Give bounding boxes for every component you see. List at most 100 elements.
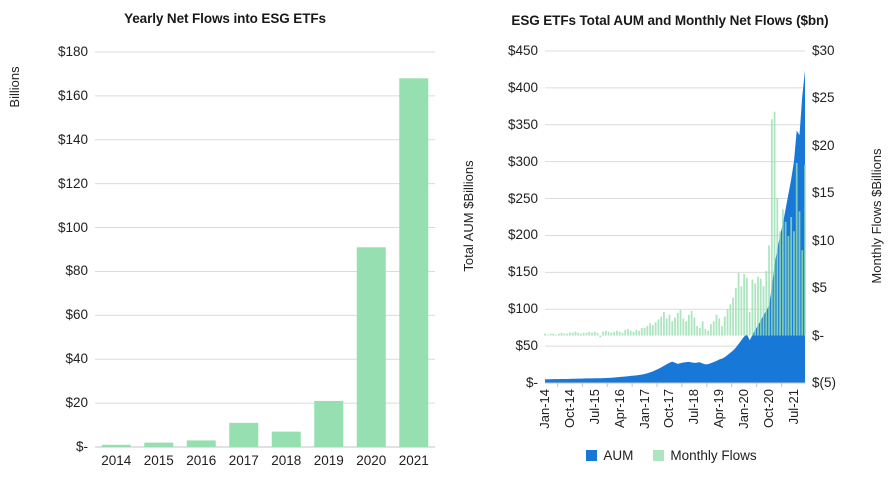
flow-bar xyxy=(654,322,657,336)
flow-bar xyxy=(549,333,552,336)
x-tick-label: Apr-16 xyxy=(611,389,627,429)
flow-bar xyxy=(751,279,754,336)
flow-bar xyxy=(621,332,624,336)
flow-bar xyxy=(616,330,618,336)
y-tick-label: $80 xyxy=(65,263,88,279)
flow-bar xyxy=(607,331,610,336)
flow-bar xyxy=(627,328,629,336)
flow-bar xyxy=(557,333,560,336)
flow-bar xyxy=(660,316,663,336)
y-tick-label: $- xyxy=(75,439,88,454)
bar-2019 xyxy=(314,400,344,447)
flow-bar xyxy=(599,335,602,338)
aum-legend-label: AUM xyxy=(603,448,634,463)
y-tick-label: $40 xyxy=(65,351,88,367)
right-y-tick-label: $25 xyxy=(812,90,835,106)
flow-bar xyxy=(693,317,696,336)
x-tick-label: 2015 xyxy=(143,453,174,468)
flow-bar xyxy=(746,277,748,336)
aum-flows-chart-title: ESG ETFs Total AUM and Monthly Net Flows… xyxy=(511,13,829,28)
flow-bar xyxy=(801,250,804,336)
flow-bar xyxy=(793,231,795,336)
flow-bar xyxy=(734,288,737,336)
total-aum-axis-label: Total AUM $Billions xyxy=(461,160,476,272)
flow-bar xyxy=(618,331,621,336)
flow-bar xyxy=(588,331,591,336)
flow-bar xyxy=(776,198,779,336)
flow-bar xyxy=(552,333,555,336)
flow-bar xyxy=(784,221,787,336)
flow-bar xyxy=(721,326,723,336)
flow-bar xyxy=(757,276,759,336)
x-tick-label: 2019 xyxy=(313,453,344,468)
flow-bar xyxy=(632,331,635,336)
y-tick-label: $180 xyxy=(57,44,88,59)
right-y-tick-label: $(5) xyxy=(812,375,837,390)
flow-bar xyxy=(649,323,652,336)
left-y-tick-label: $- xyxy=(525,375,538,390)
flow-bar xyxy=(635,329,638,336)
flow-bar xyxy=(710,324,712,336)
bar-2021 xyxy=(399,78,429,447)
x-tick-label: 2018 xyxy=(271,453,302,468)
flow-bar xyxy=(651,325,654,336)
flow-bar xyxy=(555,334,557,336)
flow-bar xyxy=(582,332,585,336)
flow-bar xyxy=(546,334,549,336)
flow-bar xyxy=(568,332,571,336)
x-tick-label: 2020 xyxy=(356,453,387,468)
flow-bar xyxy=(729,304,732,336)
flow-bar xyxy=(663,311,665,336)
yearly-flows-chart-title: Yearly Net Flows into ESG ETFs xyxy=(124,11,326,26)
bar-2020 xyxy=(356,247,386,447)
flow-bar xyxy=(593,331,596,336)
flow-bar xyxy=(682,318,685,336)
right-y-tick-label: $- xyxy=(812,327,825,343)
y-tick-label: $60 xyxy=(65,307,88,323)
flow-bar xyxy=(690,310,693,336)
legend-item-monthly-flows: Monthly Flows xyxy=(653,448,757,463)
flow-bar xyxy=(712,321,715,336)
aum-legend-swatch xyxy=(586,450,598,461)
flow-bar xyxy=(707,330,710,336)
x-tick-label: 2014 xyxy=(101,453,132,468)
x-tick-label: Apr-19 xyxy=(711,389,727,429)
flow-bar xyxy=(759,278,762,336)
flow-bar xyxy=(574,331,577,336)
flow-bar xyxy=(715,314,718,336)
flow-bar xyxy=(765,271,768,336)
monthly-flows-legend-swatch xyxy=(653,450,665,461)
flow-bar xyxy=(701,321,704,336)
flow-bar xyxy=(698,327,701,336)
y-tick-label: $160 xyxy=(57,87,88,103)
x-tick-label: Jul-15 xyxy=(586,389,602,425)
left-y-tick-label: $250 xyxy=(507,190,538,206)
flow-bar xyxy=(762,286,765,336)
flow-bar xyxy=(646,326,649,336)
flow-bar xyxy=(640,327,643,336)
bar-2018 xyxy=(271,431,301,447)
flow-bar xyxy=(804,164,806,336)
right-y-tick-label: $30 xyxy=(812,43,835,58)
right-y-tick-label: $15 xyxy=(812,185,835,201)
right-y-tick-label: $20 xyxy=(812,137,835,153)
flow-bar xyxy=(676,312,679,336)
monthly-flows-axis-label: Monthly Flows $Billions xyxy=(869,148,884,284)
flow-bar xyxy=(781,209,784,336)
flow-bar xyxy=(563,333,566,336)
flow-bar xyxy=(665,318,668,336)
flow-bar xyxy=(613,331,616,336)
bar-2015 xyxy=(144,442,174,447)
aum-area xyxy=(545,70,805,384)
flow-bar xyxy=(643,327,646,336)
left-y-tick-label: $400 xyxy=(507,79,538,95)
x-tick-label: 2017 xyxy=(228,453,259,468)
flow-bar xyxy=(798,211,801,336)
x-tick-label: Jul-18 xyxy=(686,389,702,425)
monthly-flows-legend-label: Monthly Flows xyxy=(670,448,757,463)
flow-bar xyxy=(629,330,632,336)
flow-bar xyxy=(668,314,671,336)
left-y-tick-label: $300 xyxy=(507,153,538,169)
flow-bar xyxy=(704,328,707,336)
flow-bar xyxy=(610,332,613,336)
